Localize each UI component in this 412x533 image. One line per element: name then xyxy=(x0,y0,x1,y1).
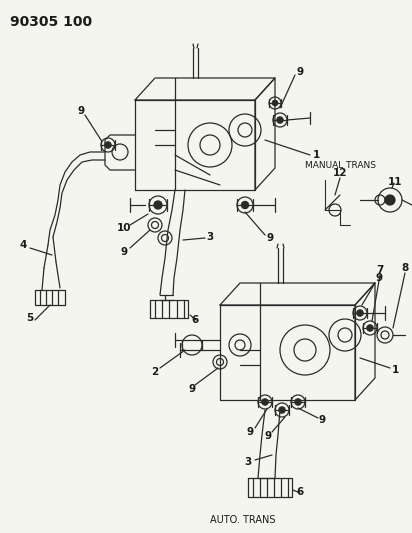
Circle shape xyxy=(277,117,283,123)
Text: 10: 10 xyxy=(117,223,131,233)
Text: 2: 2 xyxy=(151,367,159,377)
Text: 1: 1 xyxy=(312,150,320,160)
Text: 11: 11 xyxy=(388,177,402,187)
Text: 5: 5 xyxy=(26,313,34,323)
Circle shape xyxy=(279,407,285,413)
Text: 12: 12 xyxy=(333,168,347,178)
Text: 9: 9 xyxy=(267,233,274,243)
Text: MANUAL TRANS: MANUAL TRANS xyxy=(305,160,376,169)
Circle shape xyxy=(262,399,268,405)
Circle shape xyxy=(385,195,395,205)
Circle shape xyxy=(272,100,278,106)
Text: 9: 9 xyxy=(77,106,84,116)
Circle shape xyxy=(154,201,162,209)
Text: 3: 3 xyxy=(206,232,214,242)
Circle shape xyxy=(357,310,363,316)
Text: 9: 9 xyxy=(120,247,128,257)
Circle shape xyxy=(241,201,248,208)
Text: 9: 9 xyxy=(318,415,325,425)
Text: 8: 8 xyxy=(401,263,409,273)
Text: 1: 1 xyxy=(391,365,399,375)
Text: 9: 9 xyxy=(297,67,304,77)
Text: 9: 9 xyxy=(265,431,272,441)
Text: 3: 3 xyxy=(244,457,252,467)
Text: 4: 4 xyxy=(19,240,27,250)
Text: 6: 6 xyxy=(296,487,304,497)
Text: 7: 7 xyxy=(376,265,384,275)
Circle shape xyxy=(367,325,373,331)
Text: 9: 9 xyxy=(246,427,253,437)
Text: 6: 6 xyxy=(192,315,199,325)
Text: 9: 9 xyxy=(375,273,383,283)
Text: 9: 9 xyxy=(188,384,196,394)
Text: 90305 100: 90305 100 xyxy=(10,15,92,29)
Circle shape xyxy=(295,399,301,405)
Text: AUTO. TRANS: AUTO. TRANS xyxy=(210,515,276,525)
Circle shape xyxy=(105,142,111,148)
